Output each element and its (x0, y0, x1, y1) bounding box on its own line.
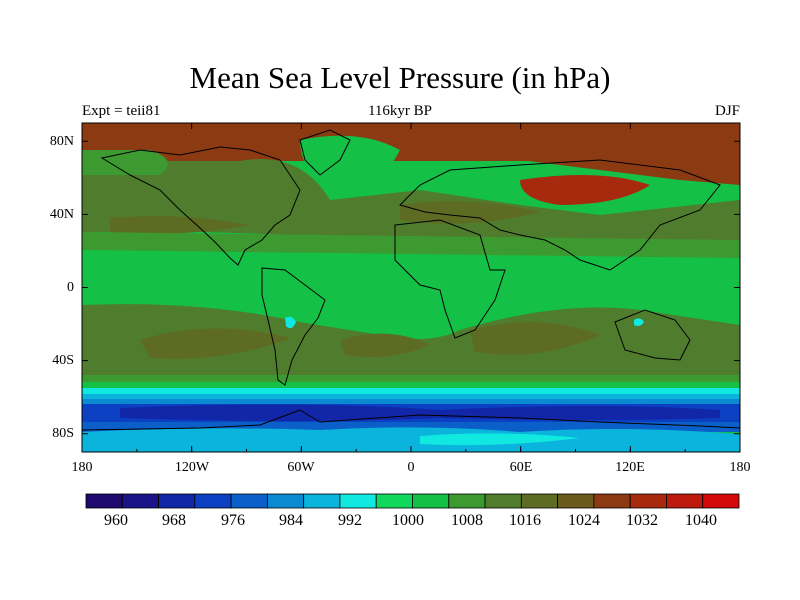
pressure-field (82, 123, 740, 452)
coast-south-america (261, 267, 326, 386)
x-tick-label-120e: 120E (615, 460, 645, 475)
x-tick-label-0: 0 (407, 460, 415, 475)
colorbar-label: 984 (279, 512, 303, 529)
coast-eurasia (399, 159, 721, 271)
field-australia-low (634, 318, 644, 326)
field-antarctic-high (82, 427, 740, 452)
colorbar-label: 976 (221, 512, 245, 529)
axis-ticks (81, 123, 741, 452)
colorbar-box (158, 493, 196, 509)
field-antarctic-plateau (420, 433, 580, 446)
colorbar-box (520, 493, 559, 509)
field-antarctic-margin (82, 422, 740, 432)
colorbar-box (121, 493, 159, 509)
coast-australia (614, 309, 691, 361)
coast-africa (394, 219, 506, 339)
coast-north-america (100, 146, 301, 266)
y-tick-label-eq: 0 (67, 280, 74, 295)
y-tick-label-80s: 80S (52, 426, 74, 441)
colorbar-box (702, 493, 740, 509)
colorbar-label: 1024 (568, 512, 600, 529)
colorbar (85, 493, 740, 509)
colorbar-box (484, 493, 522, 509)
field-nh-midlat (82, 159, 740, 245)
x-tick-label-120w: 120W (174, 460, 210, 475)
coast-greenland (299, 129, 351, 176)
field-so-band-4 (82, 394, 740, 399)
colorbar-label: 1040 (685, 512, 717, 529)
x-tick-label-60e: 60E (509, 460, 533, 475)
colorbar-box (266, 493, 305, 509)
coastlines (82, 129, 740, 431)
field-siberian-high (420, 123, 740, 185)
field-amazon-low (285, 316, 296, 329)
field-nh-midlat-dark2 (400, 201, 540, 224)
colorbar-box (230, 493, 268, 509)
colorbar-box (593, 493, 631, 509)
field-so-band-5 (82, 399, 740, 404)
coast-antarctica (82, 409, 740, 431)
y-tick-label-40s: 40S (52, 353, 74, 368)
field-south-atlantic-high (340, 333, 430, 358)
colorbar-box (448, 493, 486, 509)
field-so-band-2 (82, 382, 740, 388)
colorbar-box (339, 493, 377, 509)
colorbar-box (666, 493, 704, 509)
field-icelandic-low (300, 135, 400, 195)
x-tick-label-180e: 180 (729, 460, 751, 475)
field-nh-midlat-dark (110, 216, 250, 234)
colorbar-box (557, 493, 595, 509)
y-tick-label-40n: 40N (49, 207, 74, 222)
y-tick-label-80n: 80N (49, 134, 74, 149)
colorbar-label: 1032 (626, 512, 658, 529)
experiment-label: Expt = teii81 (82, 103, 161, 119)
x-tick-label-60w: 60W (287, 460, 315, 475)
field-asian-high-core (520, 175, 650, 205)
colorbar-box (85, 493, 123, 509)
colorbar-box (194, 493, 232, 509)
x-tick-label-180w: 180 (71, 460, 93, 475)
field-indian-high (470, 322, 600, 355)
colorbar-box (375, 493, 413, 509)
period-label: 116kyr BP (367, 103, 433, 119)
colorbar-label: 968 (162, 512, 186, 529)
field-so-band-1 (82, 375, 740, 382)
field-south-pacific-high (140, 328, 290, 359)
field-nh-subtropics (82, 232, 740, 258)
colorbar-label: 1008 (451, 512, 483, 529)
colorbar-box (412, 493, 450, 509)
field-aleutian-low (82, 150, 168, 175)
colorbar-label: 1000 (392, 512, 424, 529)
field-so-band-3 (82, 388, 740, 394)
season-label: DJF (714, 103, 740, 119)
colorbar-box (629, 493, 667, 509)
field-trough-core (120, 404, 720, 421)
colorbar-label: 1016 (509, 512, 541, 529)
colorbar-box (303, 493, 341, 509)
colorbar-label: 992 (338, 512, 362, 529)
map-title: Mean Sea Level Pressure (in hPa) (189, 60, 611, 95)
colorbar-label: 960 (104, 512, 128, 529)
